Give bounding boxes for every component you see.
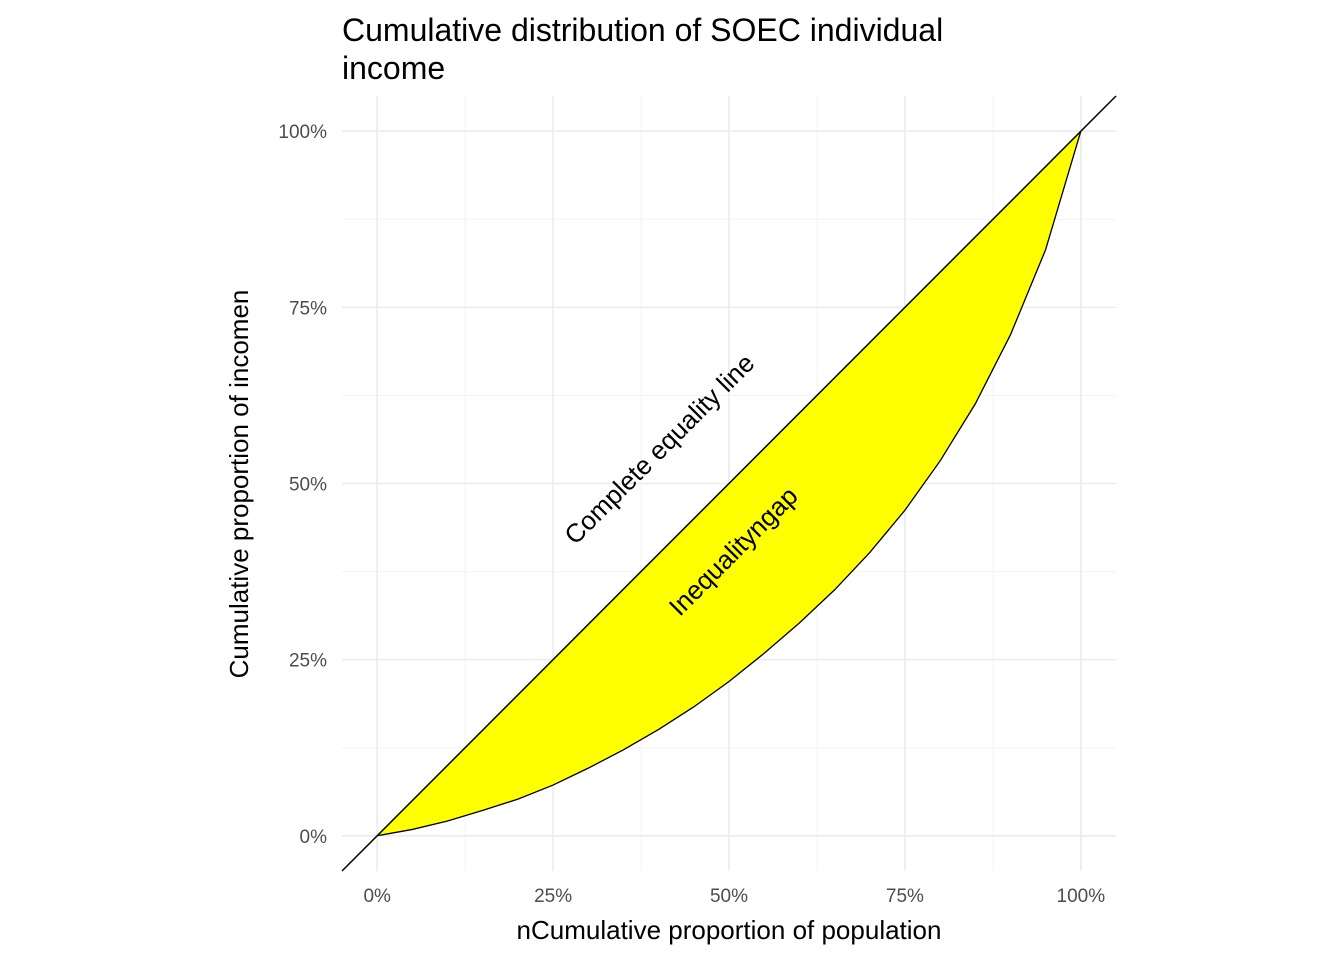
- lorenz-curve: [377, 131, 1082, 837]
- y-tick-label-1: 25%: [289, 651, 327, 672]
- chart-title-line-2: income: [342, 50, 445, 86]
- y-tick-label-3: 75%: [289, 298, 327, 319]
- equality-line: [341, 95, 1117, 872]
- y-tick-label-2: 50%: [289, 475, 327, 496]
- x-axis-label: nCumulative proportion of population: [517, 915, 942, 945]
- x-tick-label-3: 75%: [886, 886, 924, 907]
- y-axis-tick-labels: 0% 25% 50% 75% 100%: [278, 122, 327, 848]
- x-tick-label-0: 0%: [363, 886, 391, 907]
- x-tick-label-2: 50%: [710, 886, 748, 907]
- chart-title-line-1: Cumulative distribution of SOEC individu…: [342, 12, 943, 48]
- x-tick-label-4: 100%: [1057, 886, 1106, 907]
- x-axis-tick-labels: 0% 25% 50% 75% 100%: [363, 886, 1105, 907]
- y-axis-label: Cumulative proportion of incomen: [224, 290, 254, 679]
- x-tick-label-1: 25%: [534, 886, 572, 907]
- y-tick-label-4: 100%: [278, 122, 327, 143]
- y-tick-label-0: 0%: [300, 827, 328, 848]
